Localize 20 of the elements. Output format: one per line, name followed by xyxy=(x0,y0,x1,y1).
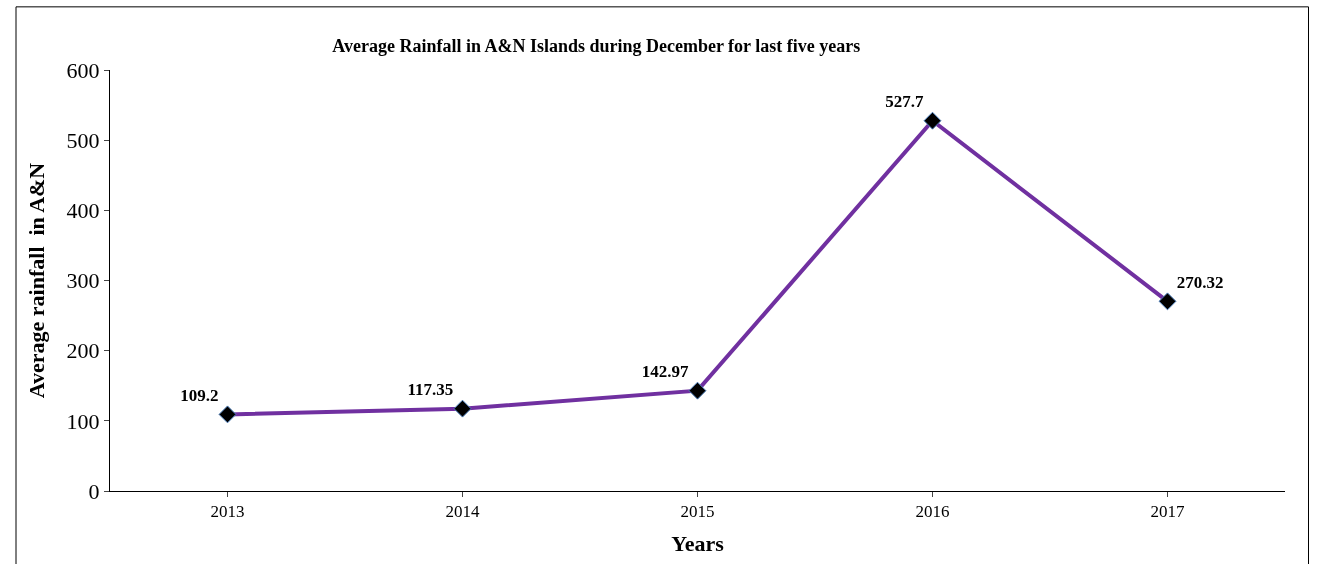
y-tick-label: 300 xyxy=(66,268,100,294)
x-tick-label: 2014 xyxy=(445,502,480,522)
x-tick-label: 2016 xyxy=(915,502,950,522)
data-label: 117.35 xyxy=(407,380,454,400)
data-label: 109.2 xyxy=(180,386,219,406)
y-tick-label: 400 xyxy=(66,198,100,224)
x-tick-label: 2015 xyxy=(680,502,715,522)
x-axis-title: Years xyxy=(671,531,725,557)
y-axis-title: Average rainfall in A&N xyxy=(24,162,50,399)
chart-title: Average Rainfall in A&N Islands during December for last five years xyxy=(332,36,861,57)
data-label: 142.97 xyxy=(641,362,689,382)
y-tick-label: 100 xyxy=(66,408,100,434)
y-tick-label: 0 xyxy=(88,478,100,504)
y-tick-label: 500 xyxy=(66,127,100,153)
data-label: 270.32 xyxy=(1176,272,1224,292)
y-tick-label: 600 xyxy=(66,57,100,83)
y-tick-label: 200 xyxy=(66,338,100,364)
data-label: 527.7 xyxy=(885,92,924,112)
x-tick-label: 2017 xyxy=(1150,502,1185,522)
x-tick-label: 2013 xyxy=(210,502,245,522)
